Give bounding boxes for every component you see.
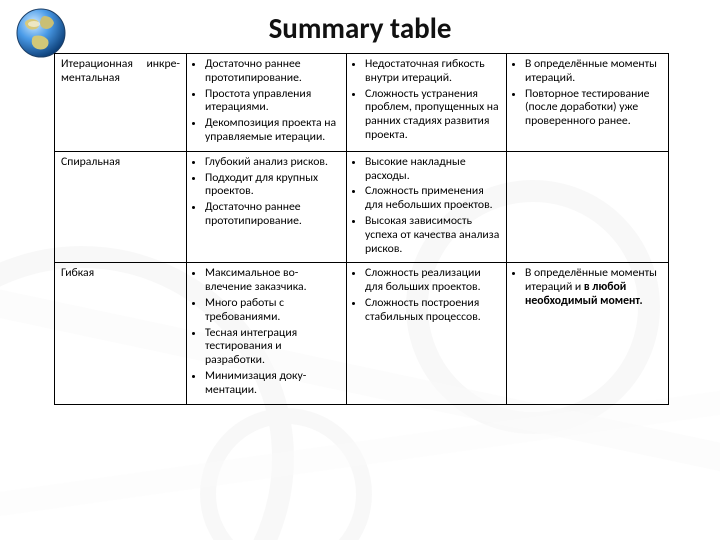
cell-notes: В определённые моменты итераций и в любо… xyxy=(507,263,669,404)
cell-notes xyxy=(507,151,669,263)
bullet-list: Максимальное во­влечение заказ­чика.Мног… xyxy=(192,267,341,399)
bullet-item: Тесная интеграция тестирования и разрабо… xyxy=(205,327,341,370)
bullet-item: Декомпозиция про­екта на управляе­мые ит… xyxy=(205,117,341,147)
bullet-list: В определённые моменты итераций и в любо… xyxy=(512,267,663,310)
cell-disadvantages: Высокие накладные расходы.Сложность прим… xyxy=(347,151,507,263)
table-row: ГибкаяМаксимальное во­влечение заказ­чик… xyxy=(55,263,669,404)
bullet-item: Сложность приме­нения для неболь­ших про… xyxy=(365,185,501,215)
bullet-item: Простота управле­ния итерациями. xyxy=(205,88,341,118)
bullet-list: Глубокий анализ рисков.Подходит для круп… xyxy=(192,156,341,231)
row-name: Гибкая xyxy=(55,263,187,404)
bullet-list: Достаточно раннее прототипирование.Прост… xyxy=(192,58,341,147)
bullet-item: Достаточно раннее прототипирование. xyxy=(205,201,341,231)
table-row: Итерационная инкре­ментальнаяДостаточно … xyxy=(55,54,669,152)
page-title: Summary table xyxy=(0,10,720,46)
bullet-item: Недостаточная гиб­кость внутри итера­ций… xyxy=(365,58,501,88)
cell-disadvantages: Сложность реали­зации для больших проект… xyxy=(347,263,507,404)
bullet-item: В определённые моменты итераций и в любо… xyxy=(525,267,663,310)
bullet-item: Много работы с требованиями. xyxy=(205,297,341,327)
bullet-list: Высокие накладные расходы.Сложность прим… xyxy=(352,156,501,259)
bullet-list: В определённые моменты итераций.Повторно… xyxy=(512,58,663,131)
bullet-item: Сложность реали­зации для больших проект… xyxy=(365,267,501,297)
cell-advantages: Максимальное во­влечение заказ­чика.Мног… xyxy=(187,263,347,404)
row-name: Итерационная инкре­ментальная xyxy=(55,54,187,152)
bullet-list: Сложность реали­зации для больших проект… xyxy=(352,267,501,326)
bullet-item: Повторное тестиро­вание (после дора­ботк… xyxy=(525,88,663,131)
bullet-item: Высокие накладные расходы. xyxy=(365,156,501,186)
bullet-item: В определённые моменты итераций. xyxy=(525,58,663,88)
bullet-list: Недостаточная гиб­кость внутри итера­ций… xyxy=(352,58,501,145)
bullet-item: Максимальное во­влечение заказ­чика. xyxy=(205,267,341,297)
bullet-item: Подходит для круп­ных проектов. xyxy=(205,172,341,202)
bullet-item: Высокая зависи­мость успеха от ка­чества… xyxy=(365,215,501,258)
bullet-item: Сложность устра­нения проблем, пропущенн… xyxy=(365,88,501,145)
cell-advantages: Достаточно раннее прототипирование.Прост… xyxy=(187,54,347,152)
bullet-item: Сложность постро­ения стабильных процесс… xyxy=(365,297,501,327)
cell-advantages: Глубокий анализ рисков.Подходит для круп… xyxy=(187,151,347,263)
row-name: Спиральная xyxy=(55,151,187,263)
bullet-item: Глубокий анализ рисков. xyxy=(205,156,341,172)
cell-notes: В определённые моменты итераций.Повторно… xyxy=(507,54,669,152)
table-row: СпиральнаяГлубокий анализ рисков.Подходи… xyxy=(55,151,669,263)
cell-disadvantages: Недостаточная гиб­кость внутри итера­ций… xyxy=(347,54,507,152)
summary-table: Итерационная инкре­ментальнаяДостаточно … xyxy=(54,53,668,405)
bullet-item: Достаточно раннее прототипирование. xyxy=(205,58,341,88)
bullet-item: Минимизация доку­ментации. xyxy=(205,370,341,400)
